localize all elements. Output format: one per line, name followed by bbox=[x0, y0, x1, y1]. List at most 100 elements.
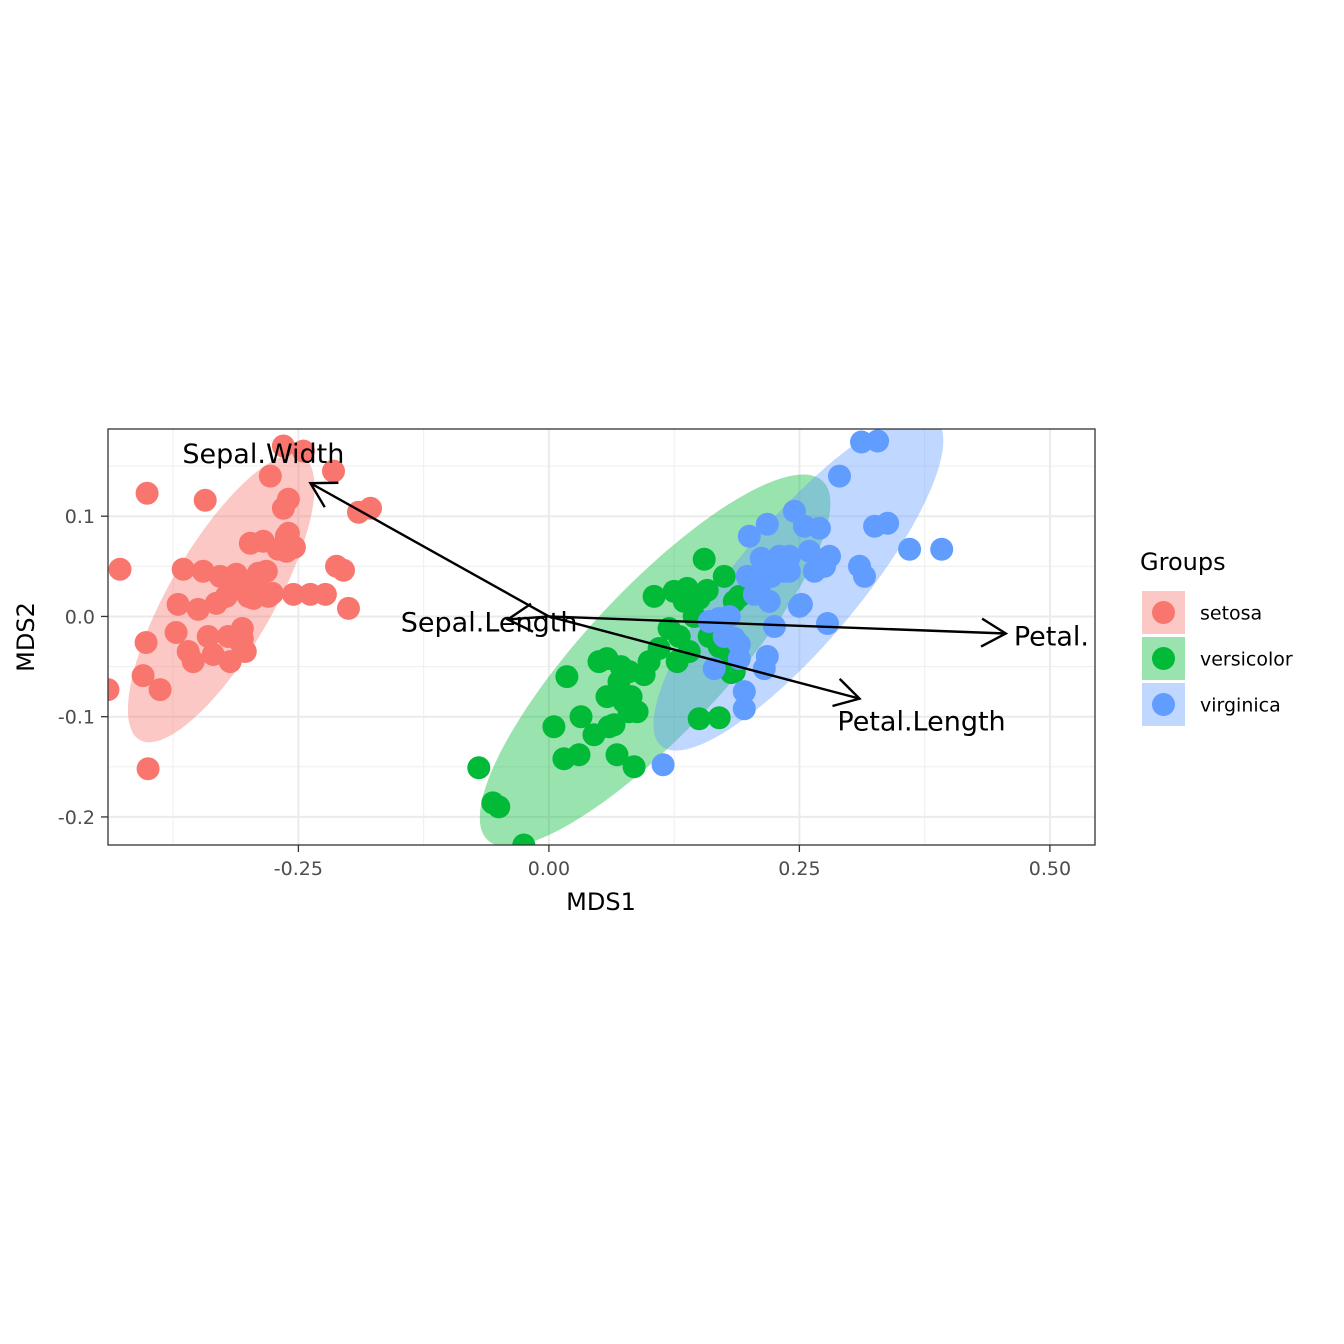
arrow-head bbox=[505, 602, 534, 633]
point-virginica bbox=[853, 564, 876, 588]
point-versicolor bbox=[692, 547, 716, 571]
y-axis: 0.1 0.0 -0.1 -0.2 bbox=[58, 506, 108, 829]
point-virginica bbox=[727, 633, 751, 656]
legend-label: setosa bbox=[1200, 603, 1262, 625]
point-versicolor bbox=[567, 743, 591, 767]
point-virginica bbox=[777, 559, 801, 583]
loading-label-petal-length: Petal.Length bbox=[837, 707, 1005, 738]
point-setosa bbox=[186, 597, 210, 621]
point-setosa bbox=[229, 632, 253, 655]
point-virginica bbox=[797, 539, 821, 563]
loading-label-sepal-length: Sepal.Length bbox=[401, 607, 578, 638]
point-setosa bbox=[108, 678, 120, 702]
legend-label: versicolor bbox=[1200, 649, 1293, 671]
point-versicolor bbox=[569, 705, 593, 729]
point-setosa bbox=[108, 557, 132, 581]
point-setosa bbox=[281, 582, 305, 606]
point-versicolor bbox=[542, 715, 566, 739]
point-setosa bbox=[166, 592, 190, 616]
x-tick-label: 0.50 bbox=[1029, 858, 1071, 880]
point-versicolor bbox=[642, 584, 666, 608]
y-tick-label: -0.2 bbox=[58, 807, 95, 829]
arrow-shaft bbox=[507, 615, 549, 621]
point-versicolor bbox=[707, 706, 731, 730]
point-setosa bbox=[135, 481, 159, 505]
loading-arrow-petal bbox=[548, 615, 1009, 648]
point-setosa bbox=[313, 582, 337, 606]
panel-border bbox=[107, 428, 1096, 846]
point-setosa bbox=[322, 459, 345, 483]
point-setosa bbox=[291, 439, 315, 463]
y-tick-label: 0.1 bbox=[65, 506, 95, 528]
point-versicolor bbox=[622, 755, 646, 779]
arrow-shaft bbox=[548, 615, 860, 700]
panel-background bbox=[108, 429, 1095, 845]
point-virginica bbox=[742, 582, 766, 606]
loading-label-sepal-width: Sepal.Width bbox=[182, 439, 344, 470]
point-versicolor bbox=[555, 665, 579, 689]
point-setosa bbox=[271, 496, 295, 520]
arrow-head bbox=[832, 678, 862, 708]
legend-key-point bbox=[1152, 601, 1175, 624]
point-virginica bbox=[807, 516, 831, 540]
y-tick-label: 0.0 bbox=[65, 606, 95, 628]
legend-item-setosa: setosa bbox=[1142, 591, 1262, 634]
point-versicolor bbox=[605, 743, 629, 767]
point-versicolor bbox=[712, 564, 736, 588]
point-virginica bbox=[930, 537, 954, 561]
point-setosa bbox=[136, 757, 160, 781]
point-versicolor bbox=[602, 713, 626, 737]
loading-label-petal: Petal. bbox=[1014, 621, 1089, 652]
point-versicolor bbox=[687, 707, 711, 731]
point-setosa bbox=[131, 664, 155, 688]
point-virginica bbox=[732, 680, 756, 704]
legend-label: virginica bbox=[1200, 695, 1281, 717]
x-axis-title: MDS1 bbox=[566, 888, 636, 916]
point-virginica bbox=[651, 753, 675, 777]
arrow-head bbox=[980, 617, 1009, 648]
point-setosa bbox=[164, 621, 188, 644]
plot-content bbox=[108, 429, 1009, 845]
point-versicolor bbox=[647, 637, 671, 660]
point-virginica bbox=[762, 615, 786, 638]
point-setosa bbox=[274, 524, 298, 548]
point-setosa bbox=[246, 561, 270, 585]
point-virginica bbox=[876, 511, 900, 535]
loading-arrows bbox=[308, 481, 1009, 708]
y-tick-label: -0.1 bbox=[58, 707, 95, 729]
loading-arrow-sepal-length bbox=[505, 602, 549, 633]
loading-arrow-sepal-width bbox=[308, 481, 550, 618]
legend-key-point bbox=[1152, 693, 1175, 716]
point-virginica bbox=[816, 612, 839, 635]
x-tick-label: 0.00 bbox=[528, 858, 570, 880]
arrow-head bbox=[308, 481, 339, 508]
point-setosa bbox=[181, 650, 205, 674]
point-virginica bbox=[752, 559, 776, 583]
point-virginica bbox=[755, 512, 779, 536]
point-setosa bbox=[171, 557, 195, 581]
arrow-shaft bbox=[309, 482, 550, 618]
point-versicolor bbox=[677, 640, 701, 663]
x-tick-label: -0.25 bbox=[274, 858, 323, 880]
legend-title: Groups bbox=[1140, 548, 1226, 576]
point-versicolor bbox=[625, 700, 649, 724]
legend-item-virginica: virginica bbox=[1142, 683, 1281, 726]
point-setosa bbox=[337, 596, 360, 620]
point-setosa bbox=[148, 678, 172, 702]
point-virginica bbox=[898, 537, 922, 561]
x-tick-label: 0.25 bbox=[778, 858, 820, 880]
arrow-shaft bbox=[548, 615, 1006, 635]
loading-labels: Sepal.Width Sepal.Length Petal. Petal.Lengt… bbox=[182, 439, 1089, 738]
point-setosa bbox=[224, 562, 248, 586]
point-setosa bbox=[271, 434, 295, 458]
point-setosa bbox=[196, 625, 220, 648]
point-versicolor bbox=[487, 795, 511, 819]
point-virginica bbox=[828, 464, 851, 488]
series-versicolor bbox=[467, 547, 751, 845]
legend-item-versicolor: versicolor bbox=[1142, 637, 1293, 680]
point-virginica bbox=[866, 429, 890, 453]
legend-keys: setosa versicolor virginica bbox=[1142, 591, 1293, 726]
point-setosa bbox=[258, 464, 282, 488]
point-virginica bbox=[732, 697, 756, 721]
